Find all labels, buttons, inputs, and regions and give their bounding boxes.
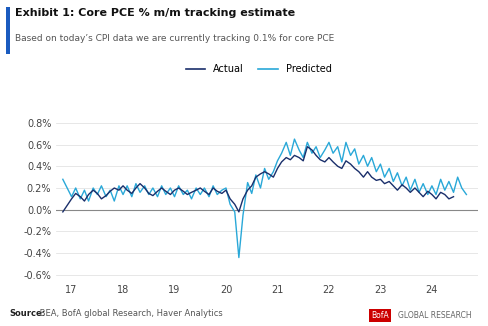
- Text: BofA: BofA: [371, 311, 388, 320]
- Text: Source:: Source:: [10, 309, 46, 318]
- Text: GLOBAL RESEARCH: GLOBAL RESEARCH: [398, 311, 471, 320]
- Legend: Actual, Predicted: Actual, Predicted: [182, 60, 335, 78]
- Text: Exhibit 1: Core PCE % m/m tracking estimate: Exhibit 1: Core PCE % m/m tracking estim…: [15, 8, 295, 18]
- Text: Based on today’s CPI data we are currently tracking 0.1% for core PCE: Based on today’s CPI data we are current…: [15, 34, 334, 43]
- Text: BEA, BofA global Research, Haver Analytics: BEA, BofA global Research, Haver Analyti…: [37, 309, 223, 318]
